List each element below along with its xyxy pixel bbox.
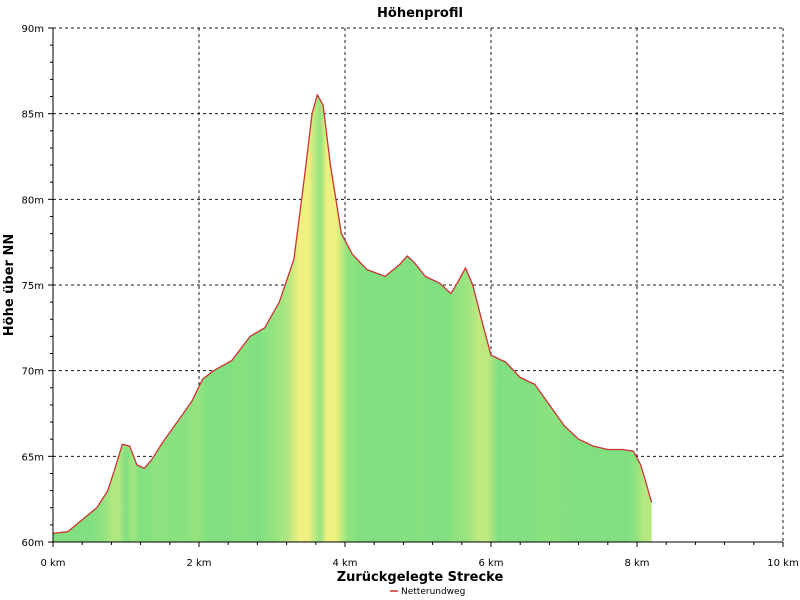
y-tick-label: 60m bbox=[22, 538, 44, 549]
x-tick-label: 8 km bbox=[624, 558, 649, 569]
elevation-area bbox=[53, 94, 652, 542]
x-tick-label: 2 km bbox=[186, 558, 211, 569]
y-tick-labels: 60m 65m 70m 75m 80m 85m 90m bbox=[22, 24, 44, 549]
y-tick-label: 65m bbox=[22, 452, 44, 463]
axes bbox=[48, 27, 784, 547]
x-tick-label: 10 km bbox=[767, 558, 798, 569]
plot-area bbox=[52, 94, 653, 542]
y-tick-label: 80m bbox=[22, 195, 44, 206]
y-tick-label: 85m bbox=[22, 110, 44, 121]
y-tick-label: 70m bbox=[22, 367, 44, 378]
legend: Netterundweg bbox=[390, 587, 465, 597]
elevation-line bbox=[52, 94, 653, 535]
legend-label: Netterundweg bbox=[401, 587, 465, 597]
y-axis-title: Höhe über NN bbox=[2, 234, 17, 336]
x-tick-labels: 0 km 2 km 4 km 6 km 8 km 10 km bbox=[40, 558, 798, 569]
x-tick-label: 6 km bbox=[478, 558, 503, 569]
y-tick-label: 75m bbox=[22, 281, 44, 292]
x-tick-label: 4 km bbox=[332, 558, 357, 569]
y-tick-label: 90m bbox=[22, 24, 44, 35]
x-tick-label: 0 km bbox=[40, 558, 65, 569]
chart-title: Höhenprofil bbox=[377, 6, 463, 21]
x-axis-title: Zurückgelegte Strecke bbox=[337, 570, 504, 585]
